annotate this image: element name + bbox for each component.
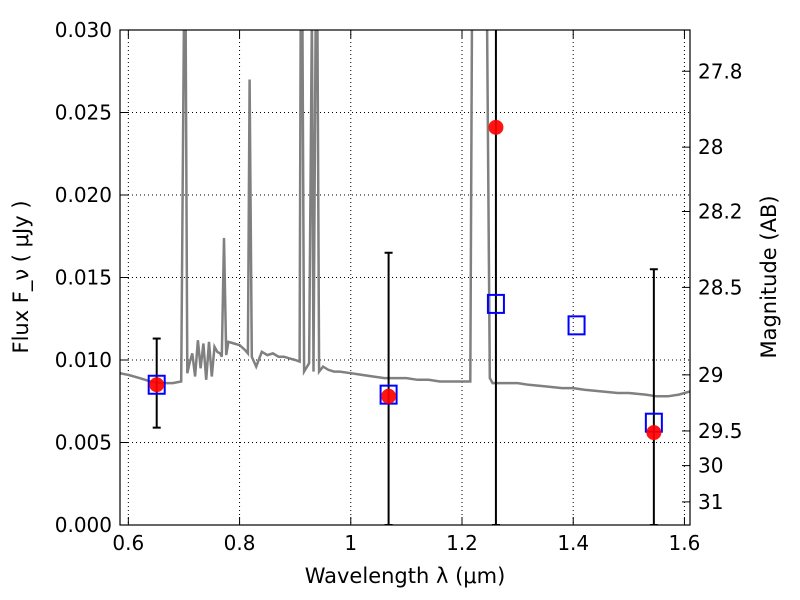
x-tick-label: 0.6: [112, 531, 144, 555]
y-tick-label: 0.005: [55, 431, 112, 455]
mag-tick-label: 28.2: [698, 200, 743, 224]
observed-point: [646, 425, 662, 441]
model-point: [567, 315, 586, 336]
y-tick-label: 0.020: [55, 183, 112, 207]
marks: [147, 30, 663, 525]
x-tick-label: 1.4: [557, 531, 589, 555]
model-point: [486, 293, 505, 314]
y-tick-label: 0.025: [55, 101, 112, 125]
y-tick-label: 0.000: [55, 513, 112, 537]
mag-tick-label: 29: [698, 363, 723, 387]
grid: [120, 29, 690, 526]
x-tick-label: 1.6: [669, 531, 701, 555]
model-point: [147, 374, 166, 395]
y-tick-label: 0.015: [55, 266, 112, 290]
mag-tick-label: 30: [698, 454, 723, 478]
x-tick-label: 1.2: [446, 531, 478, 555]
y-tick-label: 0.030: [55, 18, 112, 42]
y-tick-label: 0.010: [55, 348, 112, 372]
mag-tick-label: 28.5: [698, 275, 743, 299]
mag-tick-label: 31: [698, 490, 723, 514]
tick-labels: 0.6 0.8 1 1.2 1.4 1.6 0.000 0.005 0.010 0.015 0.02…: [55, 18, 743, 555]
observed-point: [381, 388, 397, 404]
mag-tick-label: 27.8: [698, 59, 743, 83]
mag-tick-label: 29.5: [698, 419, 743, 443]
observed-point: [149, 377, 165, 393]
observed-point: [488, 119, 504, 135]
mag-tick-label: 28: [698, 135, 723, 159]
x-tick-label: 0.8: [224, 531, 256, 555]
x-axis-title: Wavelength λ (μm): [305, 564, 506, 588]
plot-area: [120, 30, 690, 398]
ticks: [120, 29, 690, 526]
sed-line: [120, 30, 690, 398]
y-axis-title: Flux F_ν ( μJy ): [9, 200, 34, 353]
y2-axis-title: Magnitude (AB): [757, 195, 781, 358]
x-tick-label: 1: [344, 531, 357, 555]
